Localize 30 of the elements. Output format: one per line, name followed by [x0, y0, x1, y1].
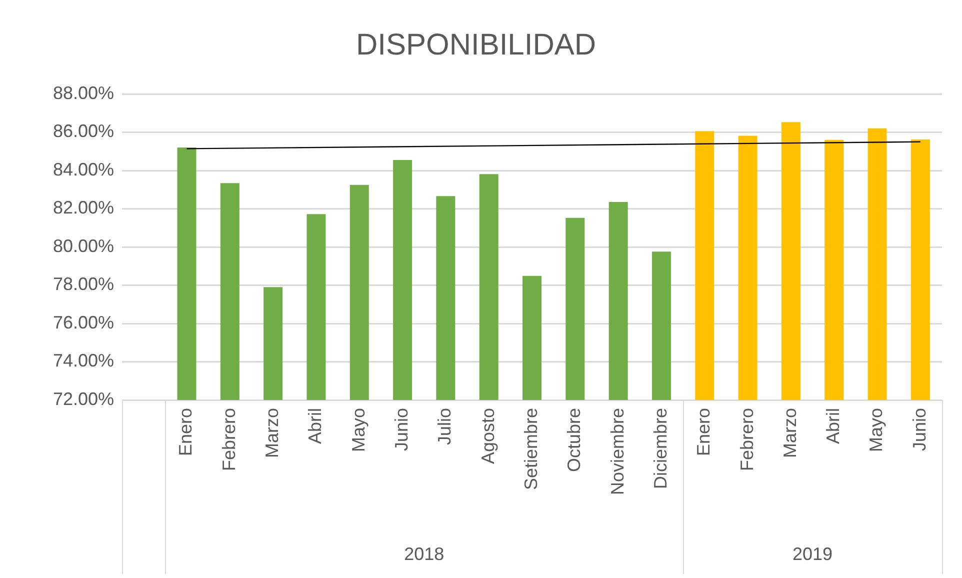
x-tick-label: Octubre: [564, 408, 584, 472]
y-tick-label: 88.00%: [52, 82, 114, 103]
chart-title: DISPONIBILIDAD: [356, 28, 596, 62]
x-tick-label: Febrero: [736, 408, 757, 472]
x-tick-label: Setiembre: [520, 408, 541, 490]
y-tick-label: 76.00%: [52, 312, 114, 332]
x-tick-label: Abril: [823, 408, 844, 444]
x-tick-label: Marzo: [780, 408, 800, 458]
x-tick-label: Julio: [434, 408, 455, 446]
x-tick-label: Marzo: [262, 408, 282, 458]
x-tick-label: Junio: [391, 408, 412, 452]
text: 2019: [792, 544, 833, 564]
x-tick-label: Junio: [909, 408, 930, 452]
y-tick-label: 80.00%: [52, 236, 114, 256]
x-tick-label: Febrero: [218, 408, 239, 472]
x-tick-label: Mayo: [866, 408, 886, 452]
y-tick-label: 78.00%: [52, 274, 114, 294]
x-tick-label: Mayo: [348, 408, 368, 452]
x-tick-label: Noviembre: [607, 408, 628, 496]
y-tick-label: 72.00%: [52, 388, 114, 409]
x-tick-label: Diciembre: [650, 408, 670, 490]
x-tick-label: Enero: [694, 408, 714, 456]
x-tick-label: Enero: [176, 408, 196, 456]
x-tick-label: Abril: [305, 408, 326, 444]
y-tick-label: 84.00%: [52, 159, 114, 180]
y-tick-label: 86.00%: [52, 121, 114, 142]
x-tick-label: Agosto: [478, 408, 498, 464]
y-tick-label: 82.00%: [52, 198, 114, 218]
y-tick-label: 74.00%: [52, 350, 114, 371]
text: 2018: [404, 544, 444, 564]
